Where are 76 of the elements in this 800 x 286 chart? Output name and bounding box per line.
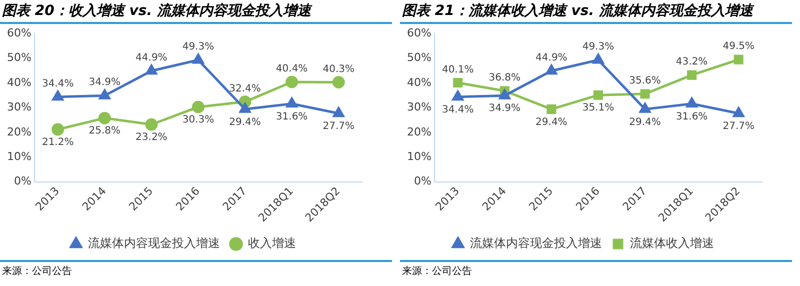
y-tick-label: 20% (406, 125, 432, 138)
data-label: 36.8% (488, 72, 521, 84)
data-label: 29.4% (629, 116, 661, 128)
data-label: 49.3% (182, 42, 214, 53)
legend-label: 流媒体内容现金投入增速 (88, 236, 220, 250)
data-label: 34.9% (488, 103, 521, 114)
legend-label: 流媒体内容现金投入增速 (470, 236, 602, 250)
chart-title: 图表 21：流媒体收入增速 vs. 流媒体内容现金投入增速 (400, 0, 792, 24)
point (146, 64, 158, 75)
point (640, 89, 650, 99)
data-label: 29.4% (229, 116, 261, 128)
y-tick-label: 50% (406, 51, 432, 64)
legend-label: 流媒体收入增速 (630, 236, 714, 250)
point (639, 102, 651, 113)
data-label: 44.9% (136, 52, 168, 64)
chart-title: 图表 20：收入增速 vs. 流媒体内容现金投入增速 (0, 0, 392, 24)
data-label: 40.3% (322, 64, 354, 75)
data-label: 31.6% (276, 111, 308, 122)
point (52, 123, 64, 136)
data-label: 34.4% (442, 104, 474, 116)
point (452, 90, 464, 101)
point (286, 76, 298, 88)
y-tick-label: 20% (6, 125, 32, 138)
y-tick-label: 0% (414, 174, 432, 188)
point (592, 54, 604, 64)
point (239, 102, 251, 113)
data-label: 35.1% (582, 102, 614, 114)
point (52, 90, 64, 101)
data-label: 34.4% (42, 78, 74, 90)
data-label: 27.7% (722, 120, 754, 132)
y-tick-label: 30% (6, 100, 32, 114)
point (192, 100, 204, 114)
point (686, 98, 698, 108)
data-label: 34.9% (88, 77, 121, 88)
data-label: 27.7% (322, 120, 354, 132)
source-note: 来源：公司公告 (2, 264, 73, 278)
data-label: 43.2% (676, 56, 708, 68)
point (687, 70, 697, 80)
y-tick-label: 50% (6, 51, 32, 64)
y-tick-label: 0% (14, 174, 32, 188)
y-tick-label: 40% (406, 76, 432, 89)
legend-label: 收入增速 (248, 236, 296, 250)
data-label: 44.9% (536, 52, 568, 64)
y-tick-label: 60% (6, 26, 32, 40)
point (546, 104, 556, 114)
data-label: 40.4% (276, 64, 308, 75)
point (99, 89, 110, 100)
data-label: 21.2% (42, 137, 74, 148)
point (453, 78, 463, 88)
point (499, 89, 510, 100)
point (593, 90, 604, 100)
data-label: 35.6% (629, 75, 661, 86)
data-label: 29.4% (536, 116, 568, 128)
point (145, 118, 158, 131)
data-label: 23.2% (136, 132, 168, 144)
data-label: 40.1% (442, 64, 474, 76)
point (333, 107, 344, 118)
y-tick-label: 30% (406, 100, 432, 114)
data-label: 32.4% (229, 83, 261, 94)
point (192, 54, 204, 64)
y-tick-label: 40% (6, 76, 32, 89)
data-label: 30.3% (182, 114, 214, 126)
data-label: 25.8% (88, 126, 121, 137)
data-label: 49.5% (722, 41, 754, 52)
source-note: 来源：公司公告 (402, 264, 473, 278)
point (286, 98, 298, 108)
point (332, 76, 345, 89)
point (733, 107, 744, 118)
point (734, 54, 744, 64)
y-tick-label: 10% (406, 150, 432, 163)
y-tick-label: 10% (6, 150, 32, 163)
data-label: 31.6% (676, 111, 708, 122)
y-tick-label: 60% (406, 26, 432, 40)
data-label: 49.3% (582, 42, 614, 53)
point (98, 112, 111, 124)
point (546, 64, 558, 75)
